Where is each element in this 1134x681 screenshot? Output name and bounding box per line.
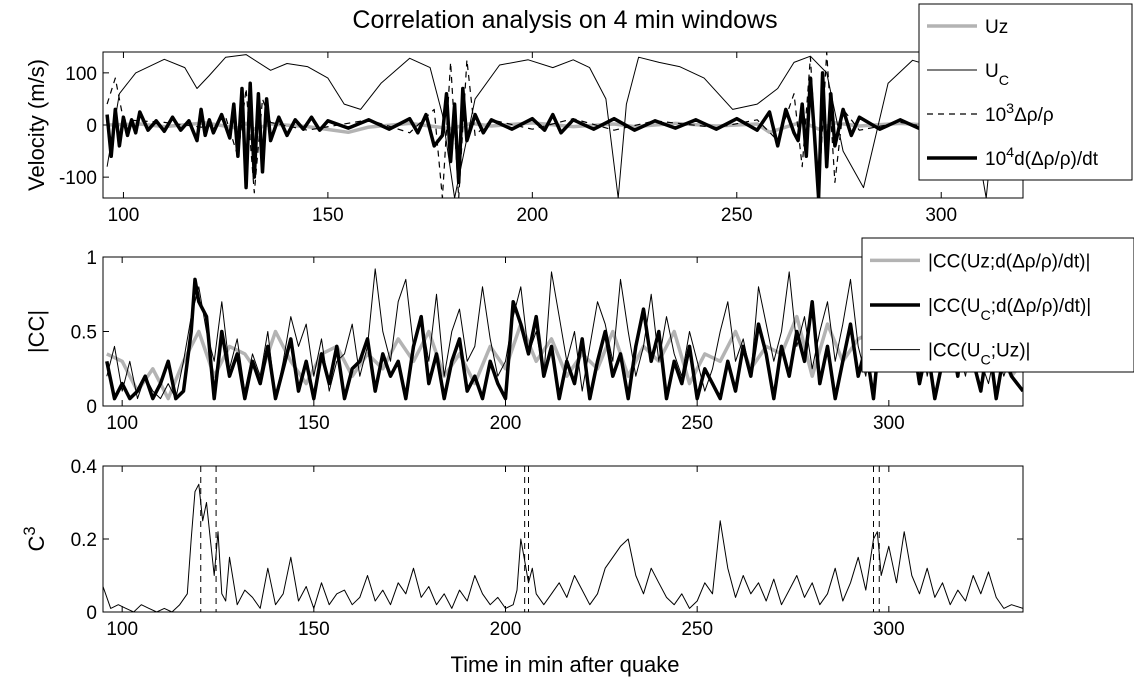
panel-3: 100 150 200 250 300 0 0.2 0.4 C3 <box>21 457 1024 640</box>
x-axis-label: Time in min after quake <box>450 652 679 677</box>
x-tick-label: 100 <box>106 619 138 640</box>
x-tick-label: 250 <box>681 619 713 640</box>
x-tick-label: 150 <box>312 205 344 226</box>
plot-area <box>103 466 1023 612</box>
y-tick-label: 0.2 <box>71 530 97 551</box>
legend-label: UC <box>985 61 1009 89</box>
legend-box <box>918 3 1133 181</box>
y-tick-label: 0 <box>86 116 97 137</box>
y-tick-label: 1 <box>86 248 97 269</box>
y-tick-label: 0.4 <box>71 457 98 478</box>
legend-1: Uz UC 103Δρ/ρ 104d(Δρ/ρ)/dt <box>918 3 1133 181</box>
x-tick-label: 300 <box>925 205 957 226</box>
y-axis-label-1: Velocity (m/s) <box>24 59 49 191</box>
legend-label: Uz <box>985 17 1008 38</box>
y-axis-label-2: |CC| <box>24 310 49 353</box>
x-tick-label: 150 <box>298 619 330 640</box>
x-tick-label: 300 <box>873 619 905 640</box>
series-line-3-1 <box>103 483 1023 612</box>
x-tick-label: 300 <box>873 413 905 434</box>
y-tick-label: 100 <box>65 64 97 85</box>
x-tick-label: 250 <box>721 205 753 226</box>
series-line-1-2 <box>106 54 1023 198</box>
y-axis-label-3: C3 <box>21 526 49 551</box>
legend-label: |CC(UC;Uz)| <box>928 341 1031 369</box>
y-tick-label: 0.5 <box>71 323 97 344</box>
y-tick-label: -100 <box>59 168 97 189</box>
x-tick-label: 200 <box>516 205 548 226</box>
series-line-1-4 <box>105 71 1023 198</box>
legend-label: 104d(Δρ/ρ)/dt <box>985 145 1099 170</box>
x-tick-label: 100 <box>108 205 140 226</box>
legend-label: |CC(UC;d(Δρ/ρ)/dt)| <box>928 296 1091 324</box>
x-tick-label: 200 <box>490 619 522 640</box>
x-tick-label: 100 <box>106 413 138 434</box>
legend-2: |CC(Uz;d(Δρ/ρ)/dt)| |CC(UC;d(Δρ/ρ)/dt)| |C… <box>861 237 1134 373</box>
x-tick-label: 250 <box>681 413 713 434</box>
legend-label: |CC(Uz;d(Δρ/ρ)/dt)| <box>928 251 1090 272</box>
y-tick-label: 0 <box>86 397 97 418</box>
chart-title: Correlation analysis on 4 min windows <box>352 6 777 34</box>
y-tick-label: 0 <box>86 603 97 624</box>
x-tick-label: 200 <box>490 413 522 434</box>
x-tick-label: 150 <box>298 413 330 434</box>
legend-label: 103Δρ/ρ <box>985 101 1054 126</box>
panel-2: 100 150 200 250 300 0 0.5 1 |CC| |CC(Uz;d(Δρ/ρ)/d… <box>24 237 1134 434</box>
